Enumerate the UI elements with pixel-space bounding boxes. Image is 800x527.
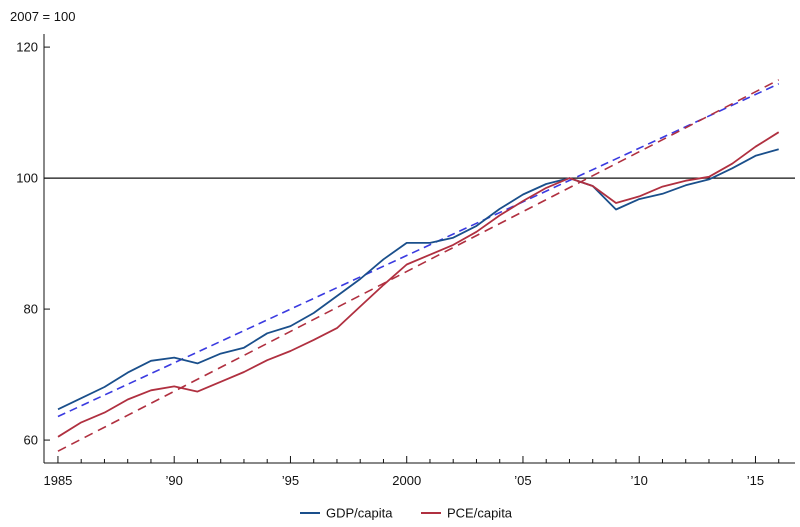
- x-tick-label: ’95: [282, 473, 299, 488]
- plot-frame: [43, 34, 795, 464]
- legend-label: GDP/capita: [326, 506, 393, 521]
- x-tick-label: ’10: [631, 473, 648, 488]
- x-tick-label: ’90: [166, 473, 183, 488]
- trend-line: [57, 83, 780, 418]
- y-tick-label: 60: [24, 433, 38, 448]
- legend-label: PCE/capita: [447, 506, 513, 521]
- series-line: [57, 148, 779, 411]
- series-line: [57, 131, 780, 438]
- trend-lines: [57, 79, 780, 452]
- legend: GDP/capita PCE/capita: [300, 506, 513, 521]
- y-axis-unit-label: 2007 = 100: [10, 9, 75, 24]
- y-tick-label: 80: [24, 302, 38, 317]
- x-tick-label: 2000: [392, 473, 421, 488]
- x-tick-label: ’05: [514, 473, 531, 488]
- series-lines: [57, 131, 780, 438]
- trend-line: [57, 79, 780, 452]
- x-tick-label: 1985: [43, 473, 72, 488]
- y-axis: 60 80 100 120: [16, 40, 50, 448]
- y-tick-label: 100: [16, 171, 38, 186]
- x-axis: 1985 ’90 ’95 2000 ’05 ’10 ’15: [43, 456, 780, 488]
- y-tick-label: 120: [16, 40, 38, 55]
- x-tick-label: ’15: [747, 473, 764, 488]
